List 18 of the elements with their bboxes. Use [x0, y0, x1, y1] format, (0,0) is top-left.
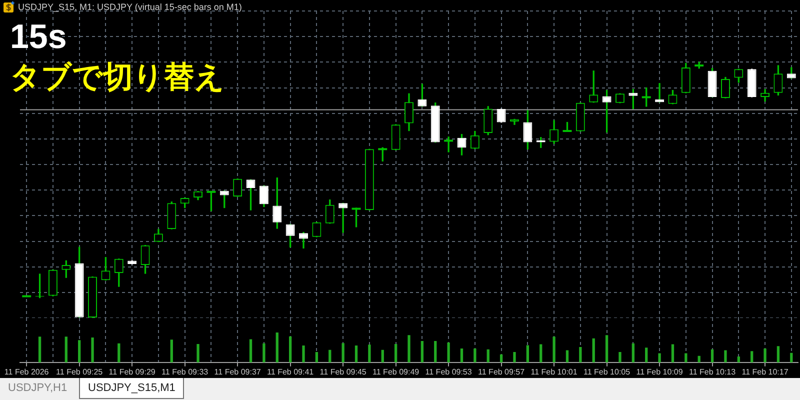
x-tick-label: 11 Feb 10:13 — [689, 367, 736, 376]
x-tick-label: 11 Feb 2026 — [4, 367, 50, 376]
text: 15s — [10, 17, 67, 57]
chart-title: USDJPY_S15, M1: USDJPY (virtual 15-sec bars on M1) — [18, 2, 242, 12]
x-tick-label: 11 Feb 09:57 — [478, 367, 526, 376]
x-tick-label: 11 Feb 09:29 — [108, 367, 156, 376]
x-tick-label: 11 Feb 09:41 — [267, 367, 314, 376]
x-tick-label: 11 Feb 10:09 — [636, 367, 684, 376]
x-tick-label: 11 Feb 09:45 — [320, 367, 367, 376]
x-tick-label: 11 Feb 09:25 — [56, 367, 104, 376]
x-tick-label: 11 Feb 10:17 — [742, 367, 789, 376]
annotation: タブで切り替え — [10, 60, 225, 96]
x-tick-label: 11 Feb 10:05 — [584, 367, 631, 376]
x-tick-label: 11 Feb 09:33 — [162, 367, 209, 376]
x-tick-label: 11 Feb 10:01 — [530, 367, 578, 376]
x-tick-label: 11 Feb 09:49 — [372, 367, 420, 376]
x-tick-label: 11 Feb 09:37 — [214, 367, 262, 376]
x-tick-label: 11 Feb 09:53 — [425, 367, 472, 376]
